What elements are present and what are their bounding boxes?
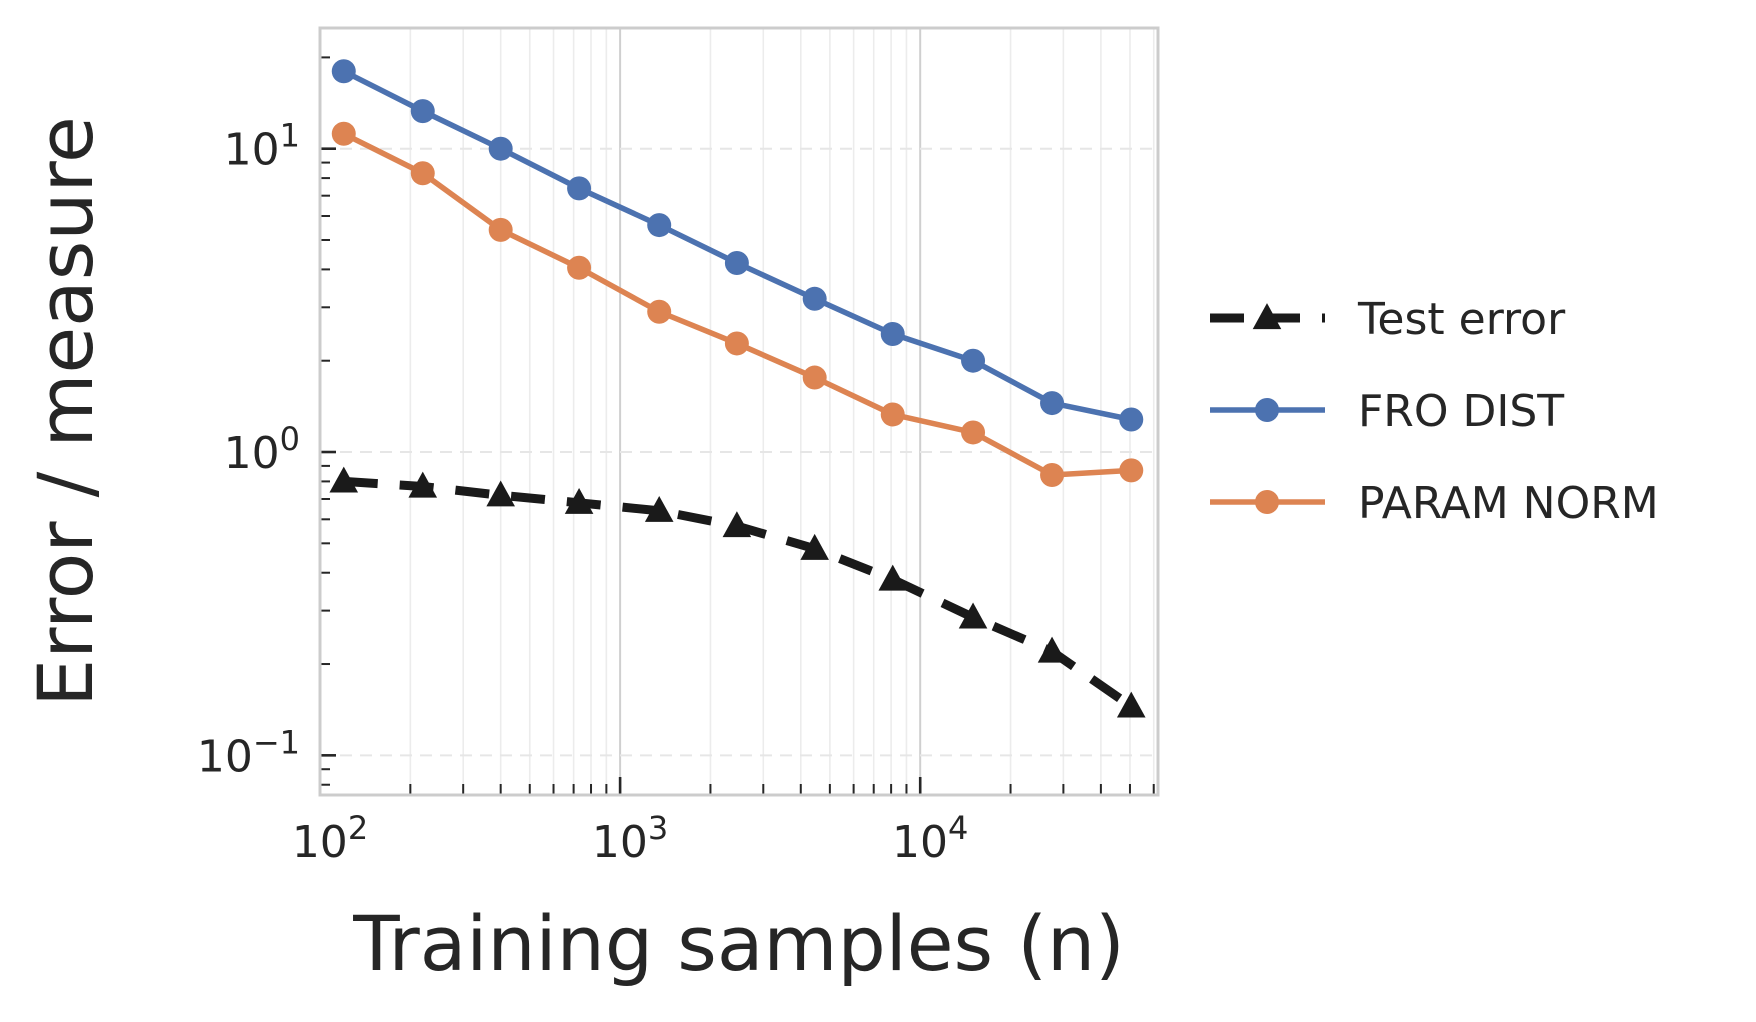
- data-point: [724, 250, 749, 275]
- x-axis-title: Training samples (n): [352, 899, 1125, 988]
- data-point: [564, 488, 594, 514]
- x-tick-label: 103: [592, 809, 668, 868]
- data-point: [961, 348, 986, 373]
- data-point: [410, 161, 435, 186]
- data-point: [486, 480, 515, 507]
- data-point: [408, 471, 438, 498]
- x-tick-label: 104: [892, 809, 968, 868]
- data-point: [800, 533, 829, 560]
- legend-label: FRO DIST: [1358, 386, 1564, 437]
- legend: Test error FRO DIST PARAM NORM: [1210, 294, 1659, 529]
- data-point: [331, 121, 356, 146]
- legend-item: PARAM NORM: [1210, 478, 1659, 529]
- data-point: [802, 286, 827, 311]
- data-point: [331, 59, 356, 84]
- series-line: [341, 68, 1135, 423]
- data-point: [724, 331, 749, 356]
- data-point: [1040, 391, 1065, 416]
- y-tick-label: 101: [224, 117, 300, 176]
- tick-labels: 102 103 104 101 100 10−1: [197, 117, 969, 868]
- legend-marker: [1252, 303, 1282, 330]
- data-point: [567, 176, 592, 201]
- data-point: [1116, 691, 1146, 718]
- data-point: [410, 99, 435, 124]
- x-tick-label: 102: [292, 809, 368, 868]
- legend-label: Test error: [1357, 294, 1566, 345]
- y-axis-title: Error / measure: [21, 116, 110, 707]
- axis-ticks: [318, 56, 1155, 795]
- legend-label: PARAM NORM: [1358, 478, 1659, 529]
- legend-marker: [1255, 398, 1279, 422]
- legend-marker: [1255, 490, 1279, 514]
- data-point: [1119, 458, 1144, 483]
- data-point: [567, 255, 592, 280]
- data-point: [488, 136, 513, 161]
- data-point: [1037, 636, 1067, 663]
- series-fro-dist: [331, 59, 1144, 432]
- data-point: [644, 495, 674, 522]
- grid-lines: [319, 28, 1158, 795]
- data-point: [878, 564, 908, 591]
- data-point: [802, 365, 827, 390]
- data-point: [1040, 462, 1065, 487]
- data-point: [880, 402, 905, 427]
- data-point: [958, 602, 988, 629]
- plot-frame: [318, 26, 1160, 797]
- series-group: [329, 59, 1146, 718]
- data-point: [647, 299, 672, 324]
- data-point: [961, 420, 986, 445]
- series-line: [341, 131, 1135, 478]
- series-param-norm: [331, 121, 1144, 487]
- y-tick-label: 100: [224, 420, 300, 479]
- data-point: [488, 217, 513, 242]
- legend-item: Test error: [1210, 294, 1566, 345]
- legend-item: FRO DIST: [1210, 386, 1564, 437]
- y-tick-label: 10−1: [197, 723, 300, 782]
- data-point: [647, 213, 672, 238]
- data-point: [1119, 407, 1144, 432]
- data-point: [880, 321, 905, 346]
- series-test-error: [329, 466, 1146, 718]
- data-point: [329, 466, 359, 493]
- data-point: [722, 511, 752, 538]
